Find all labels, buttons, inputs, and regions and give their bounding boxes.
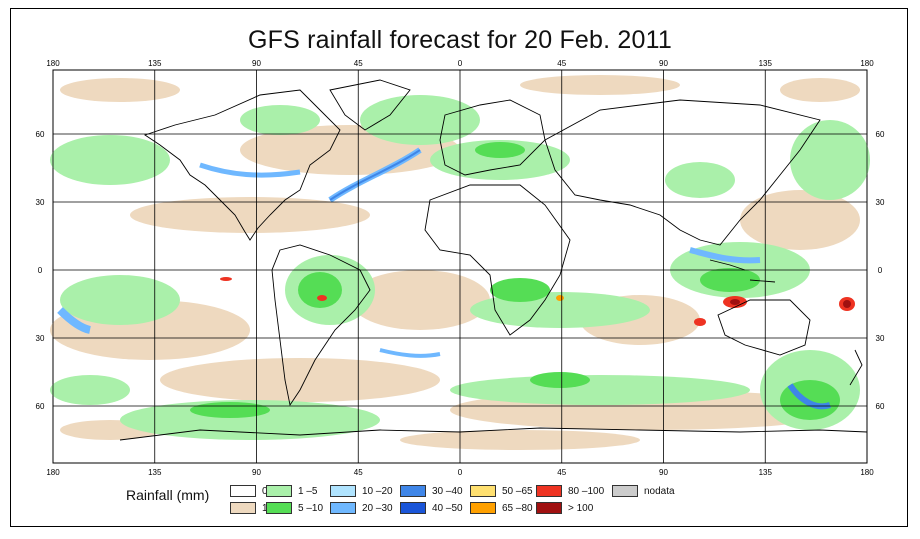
- legend-swatch: [400, 485, 426, 497]
- top-longitude-label: 45: [354, 59, 363, 68]
- axis-tick-labels: 180 135 90 45 0 45 90 135 180 180 135 90 45 0 45 90 135 1…: [36, 59, 885, 477]
- legend-item: 5 –10: [266, 502, 323, 514]
- legend-item: 1 –5: [266, 485, 317, 497]
- bottom-longitude-label: 135: [759, 468, 773, 477]
- right-latitude-label: 30: [876, 198, 885, 207]
- legend-text: > 100: [568, 502, 594, 514]
- legend-swatch: [400, 502, 426, 514]
- legend-swatch: [612, 485, 638, 497]
- legend-swatch: [536, 502, 562, 514]
- top-longitude-label: 135: [148, 59, 162, 68]
- legend-item: nodata: [612, 485, 675, 497]
- coastlines: [119, 79, 868, 441]
- legend-item: 0: [230, 485, 268, 497]
- legend-text: nodata: [644, 485, 675, 497]
- right-latitude-label: 60: [876, 130, 885, 139]
- map-panel: 180 135 90 45 0 45 90 135 180 180 135 90 45 0 45 90 135 1…: [36, 59, 885, 477]
- legend-swatch: [230, 502, 256, 514]
- legend-item: 80 –100: [536, 485, 604, 497]
- legend-text: 1: [262, 502, 268, 514]
- left-latitude-label: 60: [36, 402, 45, 411]
- top-longitude-label: 135: [759, 59, 773, 68]
- legend-text: 40 –50: [432, 502, 463, 514]
- legend-text: 1 –5: [298, 485, 318, 497]
- legend-text: 30 –40: [432, 485, 463, 497]
- rainfall-fields: [50, 75, 870, 450]
- top-longitude-label: 0: [458, 59, 463, 68]
- figure-frame: [10, 8, 908, 527]
- bottom-longitude-label: 180: [46, 468, 60, 477]
- bottom-longitude-label: 135: [148, 468, 162, 477]
- legend-text: 65 –80: [502, 502, 533, 514]
- legend-title: Rainfall (mm): [126, 487, 210, 503]
- rainfall-hotspots: [220, 277, 855, 326]
- legend-swatch: [330, 502, 356, 514]
- bottom-longitude-label: 90: [659, 468, 668, 477]
- legend-item: 65 –80: [470, 502, 533, 514]
- right-latitude-label: 60: [876, 402, 885, 411]
- graticule-lines: [52, 70, 868, 463]
- bottom-longitude-label: 90: [252, 468, 261, 477]
- legend-swatch: [230, 485, 256, 497]
- legend-swatch: [470, 485, 496, 497]
- top-longitude-label: 180: [46, 59, 60, 68]
- legend-text: 0: [262, 485, 268, 497]
- top-longitude-label: 45: [557, 59, 566, 68]
- bottom-longitude-label: 0: [458, 468, 463, 477]
- legend-text: 50 –65: [502, 485, 533, 497]
- top-longitude-label: 90: [252, 59, 261, 68]
- left-latitude-label: 30: [36, 198, 45, 207]
- legend-text: 10 –20: [362, 485, 393, 497]
- legend-item: 1: [230, 502, 268, 514]
- left-latitude-label: 60: [36, 130, 45, 139]
- legend-item: 40 –50: [400, 502, 463, 514]
- legend-text: 80 –100: [568, 485, 605, 497]
- legend-item: 30 –40: [400, 485, 463, 497]
- legend-swatch: [536, 485, 562, 497]
- bottom-longitude-label: 180: [860, 468, 874, 477]
- bottom-longitude-label: 45: [354, 468, 363, 477]
- map-title: GFS rainfall forecast for 20 Feb. 2011: [247, 26, 672, 54]
- top-longitude-label: 180: [860, 59, 874, 68]
- bottom-longitude-label: 45: [557, 468, 566, 477]
- legend-item: 10 –20: [330, 485, 393, 497]
- legend-swatch: [266, 502, 292, 514]
- legend-swatch: [330, 485, 356, 497]
- legend-text: 20 –30: [362, 502, 393, 514]
- legend-text: 5 –10: [298, 502, 324, 514]
- legend-swatch: [266, 485, 292, 497]
- legend-item: > 100: [536, 502, 593, 514]
- legend-item: 50 –65: [470, 485, 533, 497]
- right-latitude-label: 0: [878, 266, 883, 275]
- right-latitude-label: 30: [876, 334, 885, 343]
- left-latitude-label: 30: [36, 334, 45, 343]
- legend-swatch: [470, 502, 496, 514]
- legend-item: 20 –30: [330, 502, 393, 514]
- top-longitude-label: 90: [659, 59, 668, 68]
- left-latitude-label: 0: [38, 266, 43, 275]
